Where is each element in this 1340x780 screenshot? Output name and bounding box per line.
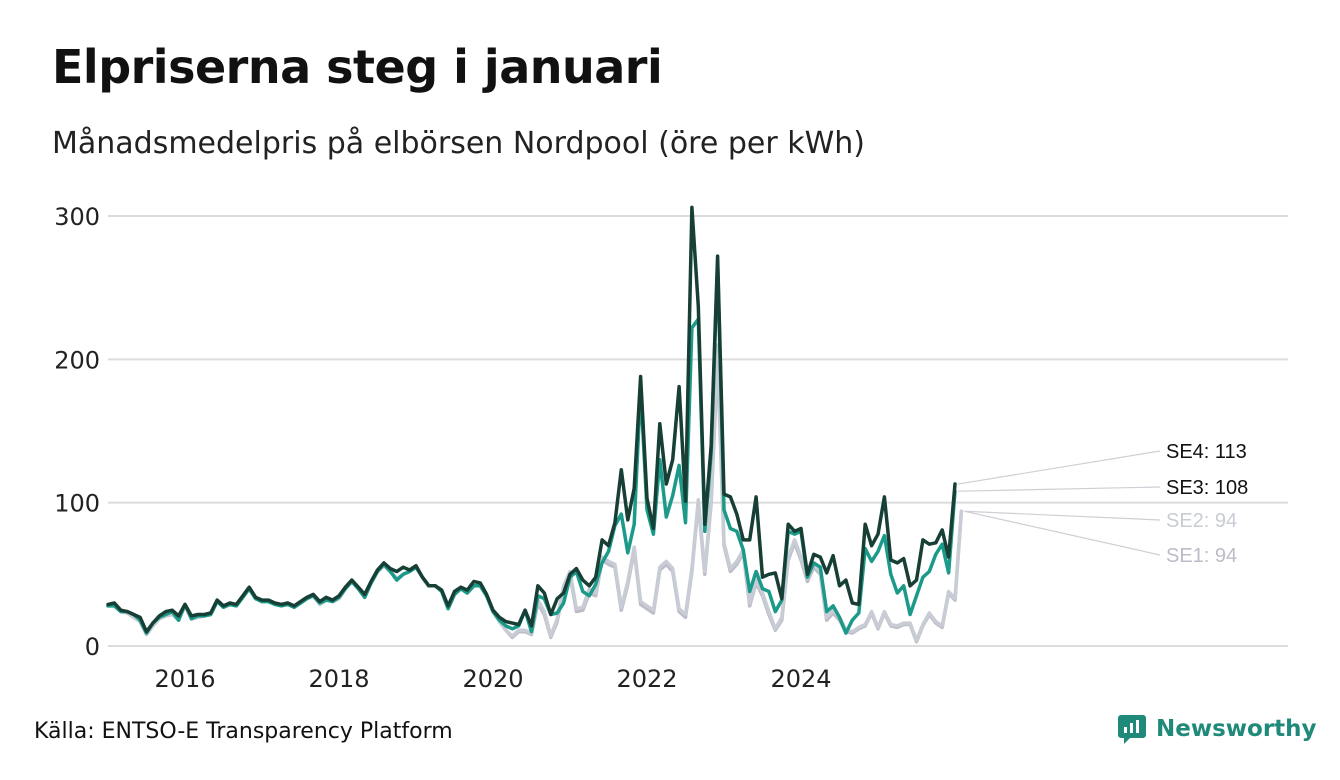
series-label-se4: SE4: 113 (1166, 441, 1247, 463)
y-tick-label: 300 (54, 203, 100, 231)
grid-layer: 0 100 200 300 2016 2018 2020 2022 2024 (54, 203, 1288, 693)
series-line-se4 (106, 205, 957, 634)
source-note: Källa: ENTSO-E Transparency Platform (34, 719, 453, 744)
x-tick-label: 2020 (462, 665, 523, 693)
series-label-se1: SE1: 94 (1166, 545, 1237, 567)
y-tick-label: 100 (54, 490, 100, 518)
x-tick-label: 2016 (154, 665, 215, 693)
label-leader-se1 (964, 510, 1161, 556)
brand-name: Newsworthy (1156, 716, 1317, 742)
brand-logo[interactable]: Newsworthy (1118, 713, 1317, 745)
label-leader-se3 (957, 486, 1161, 492)
chart-title: Elpriserna steg i januari (52, 40, 663, 94)
x-tick-label: 2022 (616, 665, 677, 693)
label-leader-se2 (964, 510, 1161, 521)
label-layer: SE4: 113 SE3: 108 SE2: 94 SE1: 94 (957, 441, 1248, 567)
y-tick-label: 200 (54, 346, 100, 374)
newsworthy-logo-icon (1118, 715, 1146, 744)
label-leader-se4 (957, 450, 1161, 485)
chart-subtitle: Månadsmedelpris på elbörsen Nordpool (ör… (52, 126, 865, 161)
series-line-se3 (106, 260, 957, 635)
series-label-se3: SE3: 108 (1166, 477, 1248, 499)
y-tick-label: 0 (85, 633, 100, 661)
series-label-se2: SE2: 94 (1166, 510, 1237, 532)
series-layer (106, 205, 964, 644)
x-tick-label: 2018 (308, 665, 369, 693)
x-tick-label: 2024 (770, 665, 831, 693)
